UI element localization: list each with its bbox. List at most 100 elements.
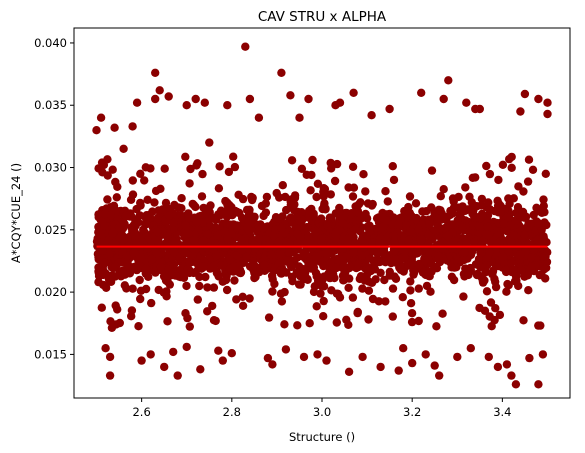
data-point: [381, 297, 390, 306]
data-point: [154, 285, 163, 295]
data-point: [306, 186, 315, 195]
data-point: [281, 345, 291, 354]
data-point: [406, 299, 416, 308]
data-point: [94, 210, 103, 219]
data-point: [200, 98, 209, 107]
y-axis-label: A*CQY*CUE_24 (): [9, 163, 23, 263]
data-point: [388, 162, 397, 171]
data-point: [223, 198, 232, 207]
data-point: [480, 276, 489, 285]
data-point: [169, 218, 178, 228]
data-point: [543, 98, 552, 107]
data-point: [165, 211, 174, 220]
data-point: [485, 169, 495, 179]
data-point: [436, 206, 445, 215]
data-point: [427, 203, 436, 212]
data-point: [136, 294, 145, 304]
data-point: [540, 252, 549, 261]
data-point: [541, 274, 550, 283]
data-point: [181, 221, 190, 230]
data-point: [277, 297, 287, 306]
data-point: [222, 285, 232, 295]
data-point: [367, 111, 376, 120]
data-point: [503, 279, 512, 289]
x-tick-label: 3.2: [403, 405, 421, 419]
y-tick-label: 0.020: [34, 285, 67, 299]
data-point: [511, 216, 521, 225]
data-point: [278, 181, 287, 190]
data-point: [466, 344, 475, 353]
data-point: [267, 250, 276, 259]
data-point: [343, 239, 353, 248]
data-point: [417, 235, 426, 244]
data-point: [458, 223, 467, 232]
data-point: [391, 274, 401, 283]
data-point: [199, 262, 208, 272]
data-point: [262, 192, 272, 202]
data-point: [399, 344, 408, 353]
data-point: [100, 258, 110, 267]
data-point: [537, 205, 547, 214]
data-point: [468, 173, 477, 182]
data-point: [385, 267, 394, 276]
data-point: [319, 296, 328, 306]
data-point: [126, 195, 136, 204]
data-point: [140, 176, 149, 185]
data-point: [517, 266, 526, 275]
data-point: [98, 229, 108, 238]
data-point: [327, 286, 336, 295]
data-point: [146, 350, 155, 359]
data-point: [318, 204, 327, 214]
data-point: [222, 219, 232, 228]
data-point: [405, 192, 415, 201]
data-point: [205, 138, 214, 147]
data-point: [151, 94, 160, 104]
data-point: [151, 186, 161, 196]
data-point: [154, 236, 163, 245]
data-point: [177, 204, 186, 213]
data-point: [143, 195, 152, 204]
data-point: [103, 195, 112, 204]
data-point: [354, 260, 363, 269]
data-point: [119, 235, 128, 244]
data-point: [332, 263, 341, 273]
data-point: [481, 230, 491, 239]
data-point: [506, 238, 516, 247]
data-point: [265, 240, 274, 250]
x-axis-label: Structure (): [289, 430, 355, 444]
data-point: [245, 211, 255, 220]
data-point: [524, 286, 533, 295]
data-point: [459, 292, 468, 301]
data-point: [421, 350, 430, 359]
data-point: [425, 220, 434, 229]
data-point: [287, 156, 297, 165]
data-point: [313, 276, 323, 286]
data-point: [325, 273, 335, 283]
data-point: [523, 177, 533, 186]
data-point: [305, 319, 314, 328]
data-point: [277, 224, 286, 233]
data-point: [475, 104, 484, 114]
data-point: [534, 94, 543, 104]
data-point: [364, 315, 373, 324]
data-point: [389, 175, 399, 185]
data-point: [112, 193, 122, 202]
data-point: [375, 238, 384, 248]
data-point: [523, 271, 532, 280]
data-point: [406, 286, 415, 295]
data-point: [242, 252, 251, 262]
data-point: [263, 353, 273, 363]
data-point: [414, 225, 423, 234]
data-point: [152, 248, 161, 258]
data-point: [347, 209, 356, 218]
data-point: [230, 276, 239, 285]
y-tick-label: 0.030: [34, 161, 67, 175]
data-point: [196, 365, 205, 374]
data-point: [353, 308, 362, 318]
data-point: [171, 237, 180, 246]
data-point: [92, 126, 101, 135]
data-point: [223, 101, 232, 110]
data-point: [133, 218, 142, 227]
data-point: [237, 213, 247, 223]
data-point: [132, 204, 141, 214]
